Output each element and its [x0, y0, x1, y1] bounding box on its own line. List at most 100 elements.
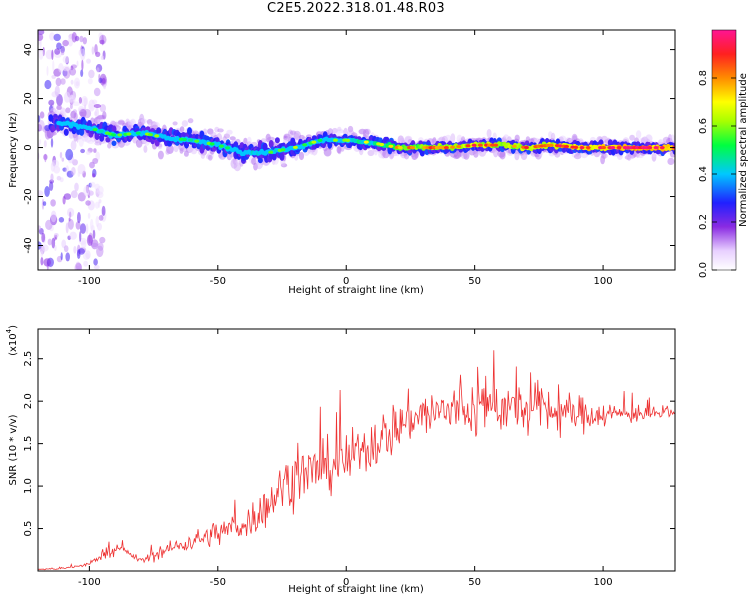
noise-blob	[96, 245, 104, 257]
snr-x-label: Height of straight line (km)	[288, 584, 424, 595]
noise-blob	[79, 231, 82, 242]
x-tick-label: 100	[594, 577, 613, 588]
noise-blob	[63, 193, 72, 200]
noise-blob	[76, 60, 79, 67]
y-tick-label: 0.5	[23, 521, 34, 537]
ridge-haze	[667, 157, 675, 165]
noise-blob	[81, 240, 87, 249]
noise-blob	[38, 142, 41, 148]
x-tick-label: -100	[78, 577, 101, 588]
noise-blob	[69, 231, 77, 240]
spectrogram-panel: -100 -50 0 50 100 -40 -20 0 20 40 Height of stra…	[8, 29, 676, 296]
noise-blob	[47, 238, 52, 246]
noise-blob	[49, 181, 54, 191]
spectral-ridge	[47, 104, 675, 172]
ridge-peak	[181, 137, 187, 142]
x-tick-label: 50	[468, 577, 481, 588]
noise-blob	[97, 222, 102, 231]
ridge-core	[216, 141, 221, 146]
noise-blob	[76, 249, 81, 259]
ridge-peak	[311, 140, 317, 144]
noise-blob	[81, 59, 84, 71]
ridge-peak	[194, 139, 200, 143]
ridge-peak	[653, 146, 659, 150]
ridge-peak	[268, 150, 274, 154]
colorbar-tick-label: 0.4	[698, 166, 709, 182]
noise-blob	[69, 103, 73, 110]
noise-blob	[101, 78, 106, 84]
ridge-peak	[450, 145, 456, 149]
ridge-haze	[56, 104, 62, 110]
ridge-haze	[102, 111, 107, 120]
noise-blob	[63, 91, 71, 103]
ridge-peak	[218, 144, 224, 148]
noise-blob	[70, 140, 77, 151]
ridge-haze	[362, 128, 370, 138]
noise-blob	[99, 39, 105, 45]
noise-blob	[85, 223, 89, 234]
noise-blob	[50, 173, 54, 182]
snr-x-axis: -100 -50 0 50 100	[78, 329, 613, 588]
ridge-band	[94, 133, 100, 140]
ridge-haze	[181, 120, 189, 127]
ridge-peak	[610, 146, 616, 150]
noise-blob	[58, 63, 64, 73]
noise-blob	[88, 234, 91, 244]
x-tick-label: -50	[210, 276, 226, 287]
noise-blob	[87, 212, 91, 219]
noise-blob	[80, 148, 85, 154]
noise-blob	[56, 175, 62, 181]
noise-blob	[54, 85, 60, 97]
colorbar: 0.0 0.2 0.4 0.6 0.8 Normalized spectral ampl…	[698, 29, 749, 278]
noise-blob	[52, 60, 55, 72]
ridge-haze	[550, 132, 556, 142]
y-tick-label: -20	[23, 188, 34, 204]
noise-blob	[51, 49, 54, 60]
ridge-peak	[585, 146, 591, 150]
noise-blob	[79, 223, 87, 234]
x-tick-label: -100	[78, 276, 101, 287]
noise-blob	[89, 161, 95, 169]
ridge-peak	[98, 129, 104, 133]
ridge-peak	[410, 146, 415, 150]
spectrogram-frame	[37, 29, 676, 271]
y-tick-label: 40	[23, 43, 34, 56]
noise-blob	[68, 217, 71, 222]
ridge-peak	[443, 146, 449, 150]
ridge-band	[63, 128, 69, 136]
x-tick-label: -50	[210, 577, 226, 588]
ridge-haze	[226, 129, 233, 135]
noise-blob	[71, 166, 76, 176]
noise-blob	[75, 81, 80, 87]
noise-blob	[70, 79, 74, 85]
ridge-peak	[280, 148, 286, 152]
ridge-band	[268, 140, 274, 149]
noise-blob	[80, 48, 86, 61]
noise-blob	[54, 244, 57, 251]
colorbar-gradient	[711, 29, 737, 271]
y-tick-label: 1.0	[23, 478, 34, 494]
colorbar-tick-label: 0.8	[698, 70, 709, 86]
ridge-peak	[397, 146, 403, 150]
noise-blob	[98, 199, 102, 204]
spectrogram-x-axis: -100 -50 0 50 100	[78, 30, 613, 287]
ridge-haze	[514, 134, 520, 142]
noise-blob	[51, 74, 56, 79]
noise-blob	[58, 217, 65, 223]
noise-blob	[86, 58, 91, 64]
ridge-peak	[456, 145, 462, 149]
noise-blob	[78, 97, 82, 104]
noise-blob	[93, 104, 102, 108]
noise-blob	[44, 186, 50, 197]
ridge-peak	[302, 143, 308, 147]
noise-blob	[100, 55, 105, 61]
noise-blob	[61, 157, 65, 162]
ridge-peak	[111, 133, 116, 137]
ridge-band	[105, 137, 111, 143]
ridge-haze	[267, 136, 275, 141]
noise-blob	[54, 48, 61, 55]
noise-blob	[82, 37, 88, 45]
ridge-haze	[73, 132, 78, 142]
noise-blob	[90, 218, 94, 231]
noise-blob	[44, 128, 51, 140]
